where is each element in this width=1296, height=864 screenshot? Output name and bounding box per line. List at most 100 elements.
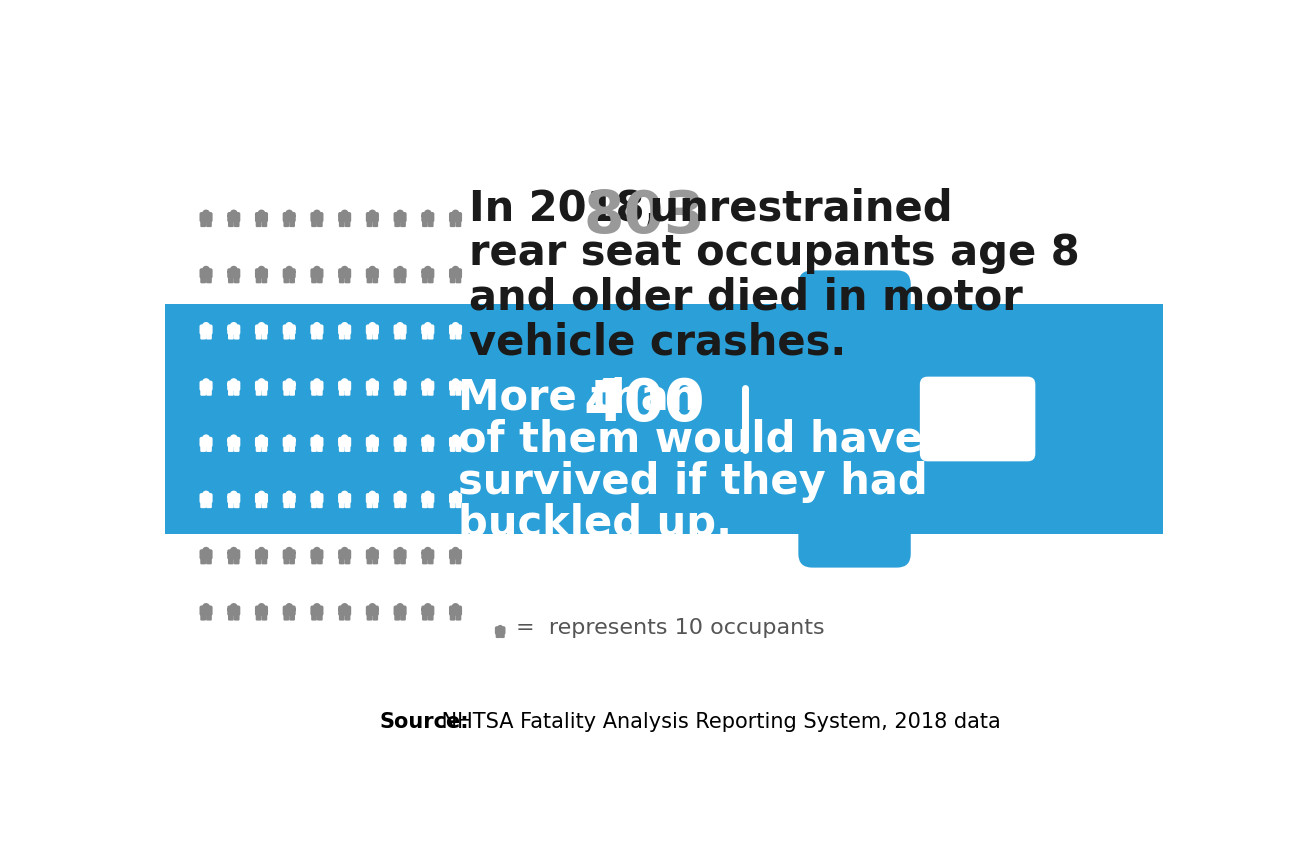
FancyBboxPatch shape xyxy=(422,444,428,452)
Bar xyxy=(450,384,461,386)
FancyBboxPatch shape xyxy=(372,613,378,620)
FancyBboxPatch shape xyxy=(227,550,240,560)
Text: buckled up.: buckled up. xyxy=(457,504,732,545)
FancyBboxPatch shape xyxy=(283,212,295,222)
FancyBboxPatch shape xyxy=(310,606,324,616)
FancyBboxPatch shape xyxy=(255,613,262,620)
FancyBboxPatch shape xyxy=(667,372,833,466)
Circle shape xyxy=(258,603,266,611)
Text: rear seat occupants age 8: rear seat occupants age 8 xyxy=(469,232,1080,274)
Bar xyxy=(283,384,295,386)
Circle shape xyxy=(498,625,503,631)
Bar xyxy=(338,327,351,329)
FancyBboxPatch shape xyxy=(372,276,378,283)
Bar xyxy=(255,384,268,386)
FancyBboxPatch shape xyxy=(495,632,500,638)
Bar xyxy=(495,629,505,631)
FancyBboxPatch shape xyxy=(448,325,463,334)
Bar xyxy=(311,384,323,386)
FancyBboxPatch shape xyxy=(455,613,461,620)
Circle shape xyxy=(285,210,293,218)
FancyBboxPatch shape xyxy=(206,332,211,340)
Bar xyxy=(450,608,461,611)
Bar xyxy=(365,270,378,273)
FancyBboxPatch shape xyxy=(428,388,434,396)
Bar xyxy=(255,440,268,442)
FancyBboxPatch shape xyxy=(289,388,295,396)
Bar xyxy=(227,496,240,499)
FancyBboxPatch shape xyxy=(448,381,463,391)
FancyBboxPatch shape xyxy=(450,444,455,452)
Circle shape xyxy=(424,491,432,499)
Bar xyxy=(311,270,323,273)
FancyBboxPatch shape xyxy=(311,388,318,396)
FancyBboxPatch shape xyxy=(201,388,206,396)
FancyBboxPatch shape xyxy=(365,268,378,278)
FancyBboxPatch shape xyxy=(262,276,267,283)
Circle shape xyxy=(229,603,237,611)
Circle shape xyxy=(314,603,321,611)
FancyBboxPatch shape xyxy=(262,444,267,452)
Text: Source:: Source: xyxy=(380,712,469,732)
FancyBboxPatch shape xyxy=(372,332,378,340)
FancyBboxPatch shape xyxy=(338,613,345,620)
FancyBboxPatch shape xyxy=(255,381,268,391)
FancyBboxPatch shape xyxy=(367,500,372,508)
FancyBboxPatch shape xyxy=(289,613,295,620)
FancyBboxPatch shape xyxy=(262,332,267,340)
FancyBboxPatch shape xyxy=(318,444,323,452)
Bar xyxy=(338,608,351,611)
FancyBboxPatch shape xyxy=(338,219,345,227)
Bar xyxy=(421,552,434,555)
Bar xyxy=(255,270,268,273)
Bar xyxy=(283,552,295,555)
FancyBboxPatch shape xyxy=(227,606,240,616)
FancyBboxPatch shape xyxy=(367,613,372,620)
FancyBboxPatch shape xyxy=(394,613,400,620)
Circle shape xyxy=(285,435,293,442)
Bar xyxy=(338,384,351,386)
FancyBboxPatch shape xyxy=(450,276,455,283)
Circle shape xyxy=(397,210,404,218)
FancyBboxPatch shape xyxy=(394,332,400,340)
Bar xyxy=(450,552,461,555)
FancyBboxPatch shape xyxy=(920,377,1036,461)
Bar xyxy=(200,440,213,442)
FancyBboxPatch shape xyxy=(455,219,461,227)
Text: NHTSA Fatality Analysis Reporting System, 2018 data: NHTSA Fatality Analysis Reporting System… xyxy=(434,712,1001,732)
Circle shape xyxy=(451,491,460,499)
FancyBboxPatch shape xyxy=(365,606,378,616)
FancyBboxPatch shape xyxy=(450,219,455,227)
FancyBboxPatch shape xyxy=(255,268,268,278)
FancyBboxPatch shape xyxy=(206,613,211,620)
Bar xyxy=(200,270,213,273)
Bar xyxy=(255,214,268,217)
FancyBboxPatch shape xyxy=(227,381,240,391)
Circle shape xyxy=(258,322,266,330)
FancyBboxPatch shape xyxy=(400,444,406,452)
FancyBboxPatch shape xyxy=(422,388,428,396)
FancyBboxPatch shape xyxy=(345,276,350,283)
FancyBboxPatch shape xyxy=(311,613,318,620)
Circle shape xyxy=(451,210,460,218)
FancyBboxPatch shape xyxy=(200,212,213,222)
FancyBboxPatch shape xyxy=(311,556,318,564)
Bar xyxy=(255,496,268,499)
FancyBboxPatch shape xyxy=(367,444,372,452)
Circle shape xyxy=(202,266,210,274)
Circle shape xyxy=(368,378,376,386)
Bar xyxy=(227,384,240,386)
Circle shape xyxy=(229,378,237,386)
Bar xyxy=(394,270,407,273)
FancyBboxPatch shape xyxy=(365,381,378,391)
FancyBboxPatch shape xyxy=(421,212,434,222)
FancyBboxPatch shape xyxy=(255,493,268,504)
FancyBboxPatch shape xyxy=(422,500,428,508)
FancyBboxPatch shape xyxy=(428,613,434,620)
Circle shape xyxy=(229,491,237,499)
FancyBboxPatch shape xyxy=(255,388,262,396)
Bar xyxy=(338,270,351,273)
FancyBboxPatch shape xyxy=(500,632,504,638)
FancyBboxPatch shape xyxy=(233,444,240,452)
Bar xyxy=(311,214,323,217)
